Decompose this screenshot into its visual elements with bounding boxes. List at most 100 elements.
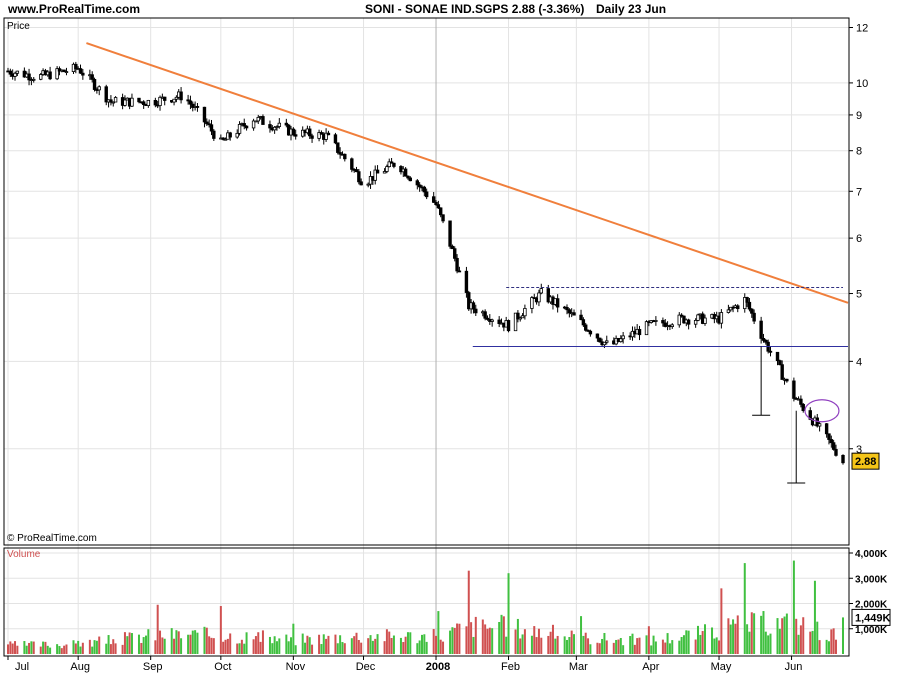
candle-body: [158, 96, 162, 106]
volume-bar: [418, 640, 421, 654]
volume-bar: [601, 638, 604, 654]
candle-body: [775, 351, 780, 362]
volume-bar: [147, 629, 150, 654]
candle-body: [780, 364, 784, 380]
candle-body: [375, 169, 380, 174]
volume-bar: [467, 570, 470, 654]
candle-body: [829, 439, 834, 444]
price-tick-label: 12: [856, 23, 868, 35]
candle-body: [654, 320, 658, 322]
candle-body: [188, 100, 193, 105]
candle-body: [366, 183, 370, 186]
candle-body: [153, 99, 158, 106]
time-tick-label: Jul: [15, 661, 29, 673]
price-tick-label: 7: [856, 186, 862, 198]
candle-body: [621, 335, 625, 340]
candle-body: [90, 74, 94, 80]
candle-body: [373, 169, 377, 181]
volume-bar: [376, 634, 379, 654]
candle-body: [661, 320, 665, 324]
volume-bar: [194, 630, 197, 654]
candle-body: [291, 128, 296, 136]
volume-bar: [161, 637, 164, 654]
candle-body: [146, 99, 151, 106]
candle-body: [261, 116, 265, 125]
candle-body: [817, 423, 822, 427]
candle-body: [172, 98, 176, 103]
volume-bar: [783, 616, 786, 654]
candle-body: [799, 398, 803, 405]
candle-body: [490, 319, 494, 322]
candle-body: [277, 122, 282, 127]
highlight-ellipse: [804, 399, 840, 423]
candle-body: [179, 91, 183, 101]
candle-body: [726, 309, 731, 313]
volume-bar: [49, 647, 52, 654]
volume-tick-label: 1,000K: [855, 625, 888, 636]
candle-body: [64, 71, 69, 73]
candle-body: [764, 339, 768, 343]
volume-bar: [474, 616, 477, 654]
volume-panel-label: Volume: [7, 549, 41, 560]
price-tick-label: 5: [856, 289, 862, 301]
volume-bar: [505, 636, 508, 654]
volume-bar: [664, 642, 667, 654]
volume-bar: [318, 634, 321, 654]
time-tick-label: Oct: [214, 661, 231, 673]
volume-bar: [732, 619, 735, 654]
candle-body: [539, 288, 543, 294]
candle-body: [55, 68, 59, 80]
volume-bar: [252, 639, 255, 654]
candle-body: [387, 161, 391, 168]
candle-body: [13, 72, 17, 77]
volume-bar: [140, 642, 143, 654]
candle-body: [415, 180, 420, 186]
candle-body: [221, 137, 225, 140]
candle-body: [464, 270, 469, 293]
candle-body: [567, 309, 572, 314]
candle-body: [572, 312, 576, 316]
volume-bar: [278, 638, 281, 654]
candle-body: [242, 123, 246, 127]
candle-body: [336, 142, 340, 153]
volume-bar: [645, 635, 648, 654]
candle-body: [109, 99, 113, 103]
candle-body: [228, 132, 232, 138]
candle-body: [81, 72, 85, 76]
volume-bar: [776, 618, 779, 654]
price-tick-label: 8: [856, 146, 862, 158]
volume-bar: [224, 639, 227, 654]
candle-body: [834, 449, 838, 456]
volume-bar: [294, 645, 297, 654]
candle-body: [256, 116, 260, 122]
volume-bar: [753, 613, 756, 654]
candle-body: [141, 101, 146, 105]
volume-bar: [818, 640, 821, 654]
candle-body: [251, 120, 256, 129]
volume-bar: [519, 638, 522, 654]
volume-bar: [301, 633, 304, 654]
candle-body: [308, 128, 312, 137]
volume-bar: [254, 636, 257, 654]
volume-bar: [587, 638, 590, 654]
site-name[interactable]: www.ProRealTime.com: [8, 2, 141, 16]
volume-bar: [261, 630, 264, 654]
price-tick-label: 4: [856, 356, 862, 368]
volume-bar: [834, 639, 837, 654]
volume-bar: [746, 624, 749, 654]
volume-bar: [652, 635, 655, 654]
candle-body: [441, 214, 445, 222]
candle-body: [244, 125, 249, 129]
volume-bar: [650, 645, 653, 654]
volume-bar: [212, 638, 215, 654]
candle-body: [598, 337, 602, 343]
candle-body: [513, 312, 518, 332]
time-tick-label: Mar: [569, 661, 588, 673]
volume-bar: [385, 629, 388, 654]
candle-body: [686, 319, 691, 325]
volume-bar: [556, 635, 559, 654]
candle-body: [455, 257, 459, 272]
volume-bar: [764, 631, 767, 654]
volume-bar: [30, 641, 33, 654]
volume-bar: [729, 624, 732, 654]
